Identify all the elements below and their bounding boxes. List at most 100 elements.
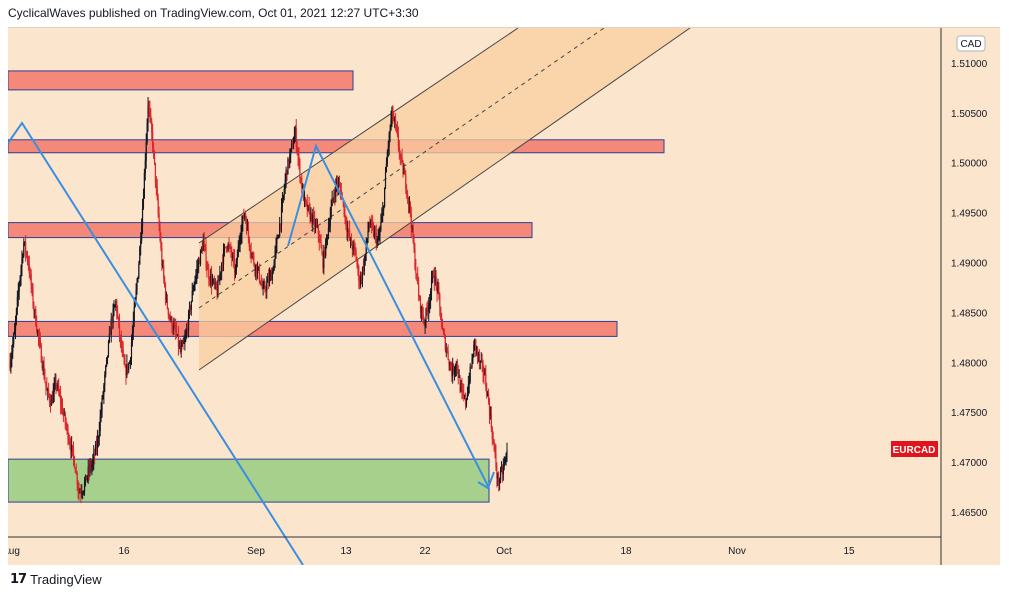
candle-body xyxy=(60,404,63,406)
candle-body xyxy=(380,222,382,230)
candle-body xyxy=(94,453,96,455)
candle-body xyxy=(476,347,478,350)
candle-body xyxy=(233,258,236,272)
candlestick-chart[interactable]: CAD 1.510001.505001.500001.495001.490001… xyxy=(8,28,1000,565)
x-tick-labels: Aug 16 Sep 13 22 Oct 18 Nov 15 xyxy=(8,546,855,557)
candle-body xyxy=(442,330,445,333)
chart-area[interactable]: CAD 1.51000 1.50500 1.50000 1.49500 1.49000 1… xyxy=(8,27,1000,565)
candle-body xyxy=(457,370,459,378)
candle-body xyxy=(91,464,93,468)
candle-body xyxy=(160,239,162,249)
candle-body xyxy=(492,439,494,441)
candle-body xyxy=(385,163,388,173)
candle-body xyxy=(399,153,401,156)
candle-body xyxy=(73,456,76,468)
current-price-label: EURCAD xyxy=(893,445,936,456)
candle-body xyxy=(233,256,235,259)
candle-body xyxy=(411,226,413,229)
candle-body xyxy=(186,328,188,335)
candle-body xyxy=(11,352,13,360)
candle-body xyxy=(100,410,102,417)
candle-body xyxy=(445,349,447,351)
channel-mid-line xyxy=(198,28,605,309)
candle-body xyxy=(125,366,127,376)
candle-body xyxy=(254,264,256,271)
candle-body xyxy=(460,387,462,391)
candle-body xyxy=(190,301,192,311)
candle-body xyxy=(260,284,262,286)
candle-body xyxy=(82,492,84,494)
candle-body xyxy=(37,330,40,338)
footer-brand[interactable]: 17 TradingView xyxy=(10,572,102,587)
candle-body xyxy=(232,256,234,258)
candle-body xyxy=(466,394,469,399)
resistance-zone[interactable] xyxy=(8,70,354,91)
candle-body xyxy=(256,268,259,274)
candle-body xyxy=(465,398,468,405)
candle-body xyxy=(42,365,44,369)
candle-body xyxy=(268,275,271,283)
candle-body xyxy=(20,267,22,277)
candle-body xyxy=(381,215,383,223)
candle-body xyxy=(435,276,437,283)
candle-body xyxy=(113,307,115,309)
candle-body xyxy=(126,363,128,376)
candle-body xyxy=(187,312,190,331)
candle-body xyxy=(325,239,327,257)
candle-body xyxy=(128,363,130,370)
y-tick-label: 1.49500 xyxy=(951,209,988,220)
candle-body xyxy=(192,290,194,292)
trend-arrow-head xyxy=(477,471,495,490)
trend-lines[interactable] xyxy=(8,121,495,565)
candle-body xyxy=(319,241,321,243)
candle-body xyxy=(203,241,205,245)
candle-body xyxy=(472,357,474,359)
candle-body xyxy=(317,226,319,235)
candle-body xyxy=(187,328,189,331)
candle-body xyxy=(17,291,19,298)
candle-body xyxy=(198,260,201,264)
candle-body xyxy=(478,354,480,363)
candle-body xyxy=(303,197,306,201)
candle-body xyxy=(189,307,191,311)
candle-body xyxy=(503,462,505,467)
candle-body xyxy=(327,227,330,237)
candle-body xyxy=(36,325,38,332)
candle-body xyxy=(16,297,18,309)
candle-body xyxy=(363,261,365,271)
candle-body xyxy=(430,279,433,292)
candle-body xyxy=(184,339,186,343)
candle-body xyxy=(48,389,50,396)
resistance-zone[interactable] xyxy=(8,320,618,337)
candle-body xyxy=(437,286,439,293)
candle-body xyxy=(147,105,149,123)
candle-body xyxy=(110,318,112,335)
candle-body xyxy=(362,267,365,271)
candle-body xyxy=(198,260,200,267)
candle-body xyxy=(462,389,464,393)
candle-body xyxy=(383,187,386,207)
candle-body xyxy=(275,244,277,252)
candle-body xyxy=(181,342,183,347)
current-price-badge xyxy=(891,441,938,457)
channel-upper-line xyxy=(198,28,519,244)
price-axis[interactable]: CAD 1.510001.505001.500001.495001.490001… xyxy=(891,28,988,565)
candle-body xyxy=(164,285,167,300)
candle-body xyxy=(307,205,309,211)
candle-body xyxy=(394,120,396,122)
x-tick-label: Nov xyxy=(728,546,746,557)
candle-body xyxy=(104,374,106,386)
candle-body xyxy=(306,202,308,211)
candle-body xyxy=(46,386,48,391)
candle-body xyxy=(479,360,481,363)
candle-body xyxy=(476,347,479,356)
candle-body xyxy=(239,238,241,244)
rising-channel[interactable] xyxy=(198,28,691,371)
candle-body xyxy=(449,363,451,365)
candle-body xyxy=(222,249,225,265)
candle-body xyxy=(111,318,113,323)
candle-body xyxy=(96,439,99,449)
time-axis[interactable]: Aug 16 Sep 13 22 Oct 18 Nov 15 xyxy=(8,536,941,557)
candle-body xyxy=(506,450,508,455)
candle-body xyxy=(154,162,157,183)
